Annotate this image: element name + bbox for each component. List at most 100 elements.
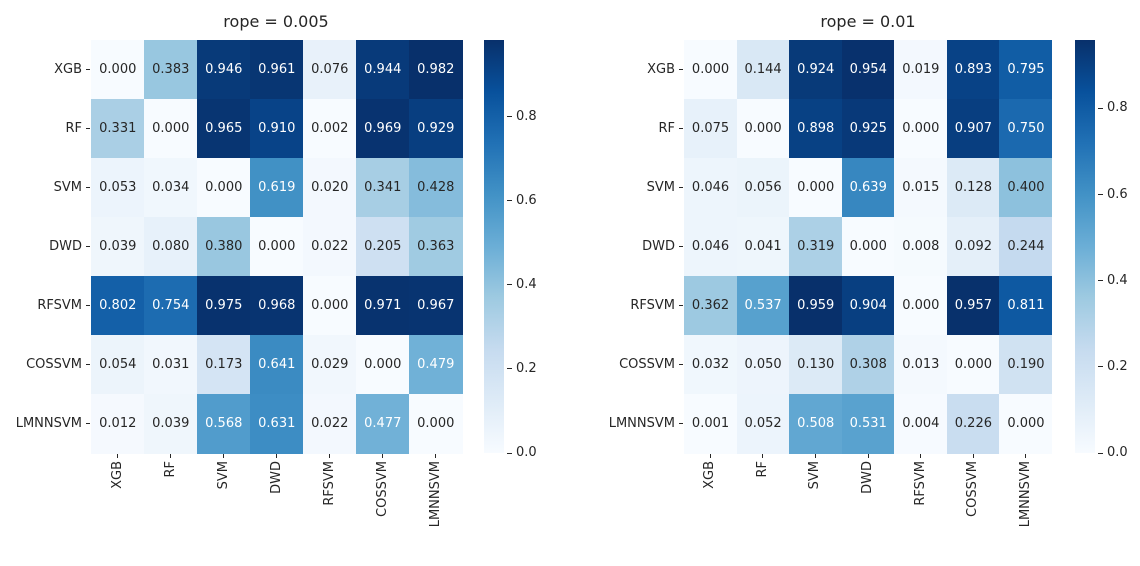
heatmap-cell: 0.029	[303, 335, 357, 395]
cell-value: 0.034	[152, 179, 190, 195]
cell-value: 0.046	[691, 179, 730, 195]
x-axis-tick	[814, 454, 816, 458]
y-tick-label: RF	[65, 120, 82, 136]
y-axis-tick	[679, 246, 683, 247]
y-axis-tick	[86, 187, 90, 188]
heatmap-cell: 0.053	[91, 158, 145, 218]
colorbar-tick	[1098, 366, 1103, 368]
cell-value: 0.000	[902, 120, 940, 136]
x-tick-label: XGB	[109, 461, 125, 489]
x-tick-label: DWD	[268, 461, 284, 494]
heatmap-cell: 0.000	[999, 394, 1053, 454]
cell-value: 0.000	[258, 238, 296, 254]
heatmap-cell: 0.946	[197, 40, 251, 100]
colorbar-tick	[507, 116, 512, 118]
heatmap-cell: 0.924	[789, 40, 843, 100]
cell-value: 0.795	[1007, 61, 1045, 77]
x-tick-label: RF	[162, 461, 178, 478]
cell-value: 0.969	[364, 120, 402, 136]
heatmap-cell: 0.022	[303, 217, 357, 277]
colorbar-tick-label: 0.2	[1107, 358, 1128, 374]
heatmap-cell: 0.341	[356, 158, 410, 218]
heatmap-cell: 0.000	[736, 99, 790, 159]
colorbar-tick	[1098, 194, 1103, 196]
heatmap-cell: 0.000	[684, 40, 738, 100]
heatmap-cell: 0.508	[789, 394, 843, 454]
heatmap-cell: 0.000	[303, 276, 357, 336]
cell-value: 0.380	[205, 238, 243, 254]
heatmap-cell: 0.331	[91, 99, 145, 159]
x-tick-label: RF	[754, 461, 770, 478]
x-axis-tick	[920, 454, 922, 458]
chart-title-left: rope = 0.005	[223, 12, 329, 31]
cell-value: 0.046	[691, 238, 730, 254]
heatmap-cell: 0.002	[303, 99, 357, 159]
cell-value: 0.128	[954, 179, 992, 195]
cell-value: 0.537	[744, 297, 782, 313]
colorbar-tick	[1098, 107, 1103, 109]
heatmap-cell: 0.041	[736, 217, 790, 277]
heatmap-cell: 0.929	[409, 99, 463, 159]
y-tick-label: XGB	[54, 61, 82, 77]
x-axis-tick	[1025, 454, 1027, 458]
y-tick-label: XGB	[647, 61, 675, 77]
cell-value: 0.000	[99, 61, 137, 77]
cell-value: 0.000	[205, 179, 243, 195]
x-tick-label: LMNNSVM	[427, 461, 443, 528]
heatmap-cell: 0.076	[303, 40, 357, 100]
y-axis-tick	[86, 364, 90, 365]
y-axis-tick	[86, 69, 90, 70]
y-tick-label: DWD	[49, 238, 82, 254]
heatmap-cell: 0.910	[250, 99, 304, 159]
heatmap-cell: 0.000	[894, 276, 948, 336]
colorbar-tick	[1098, 280, 1103, 282]
heatmap-cell: 0.531	[841, 394, 895, 454]
cell-value: 0.002	[311, 120, 349, 136]
heatmap-cell: 0.428	[409, 158, 463, 218]
heatmap-cell: 0.907	[946, 99, 1000, 159]
x-axis-tick	[709, 454, 711, 458]
x-tick-label: LMNNSVM	[1017, 461, 1033, 528]
heatmap-cell: 0.308	[841, 335, 895, 395]
cell-value: 0.961	[258, 61, 296, 77]
colorbar	[1075, 40, 1095, 453]
cell-value: 0.001	[691, 415, 730, 431]
heatmap-cell: 0.383	[144, 40, 198, 100]
colorbar-tick-label: 0.6	[1107, 186, 1128, 202]
cell-value: 0.000	[364, 356, 402, 372]
heatmap-cell: 0.380	[197, 217, 251, 277]
cell-value: 0.029	[311, 356, 349, 372]
cell-value: 0.811	[1007, 297, 1045, 313]
cell-value: 0.802	[99, 297, 137, 313]
cell-value: 0.039	[152, 415, 190, 431]
heatmap-cell: 0.000	[409, 394, 463, 454]
cell-value: 0.982	[417, 61, 455, 77]
cell-value: 0.954	[849, 61, 887, 77]
cell-value: 0.904	[849, 297, 887, 313]
y-axis-tick	[679, 128, 683, 129]
cell-value: 0.000	[152, 120, 190, 136]
y-tick-label: SVM	[53, 179, 82, 195]
heatmap-cell: 0.092	[946, 217, 1000, 277]
y-axis-tick	[679, 69, 683, 70]
x-axis-tick	[382, 454, 383, 458]
colorbar-tick-label: 0.4	[1107, 272, 1128, 288]
heatmap-cell: 0.190	[999, 335, 1053, 395]
heatmap-cell: 0.982	[409, 40, 463, 100]
cell-value: 0.075	[691, 120, 730, 136]
y-axis-tick	[86, 246, 90, 247]
colorbar-tick-label: 0.4	[516, 276, 537, 292]
heatmap-cell: 0.054	[91, 335, 145, 395]
cell-value: 0.971	[364, 297, 402, 313]
heatmap-cell: 0.008	[894, 217, 948, 277]
heatmap-cell: 0.226	[946, 394, 1000, 454]
cell-value: 0.054	[99, 356, 137, 372]
cell-value: 0.000	[1007, 415, 1045, 431]
heatmap-cell: 0.000	[841, 217, 895, 277]
heatmap-cell: 0.039	[144, 394, 198, 454]
heatmap-cell: 0.619	[250, 158, 304, 218]
heatmap-cell: 0.893	[946, 40, 1000, 100]
x-axis-tick	[762, 454, 764, 458]
cell-value: 0.244	[1007, 238, 1045, 254]
cell-value: 0.967	[417, 297, 455, 313]
